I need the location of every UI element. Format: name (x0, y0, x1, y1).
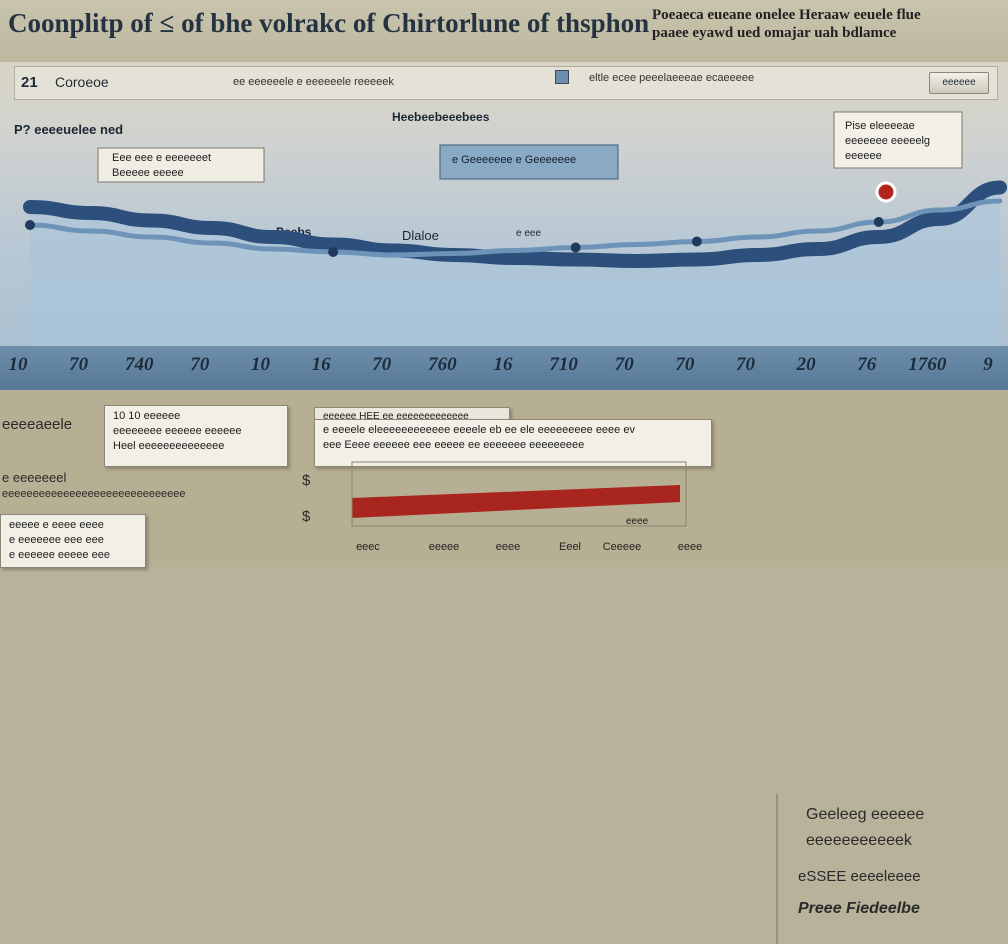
card-line: 10 10 eeeeee (113, 410, 181, 422)
card-line: e eeeeeee eee eee (9, 534, 104, 546)
x-tick-label: 760 (428, 354, 457, 375)
card-line: eeeee e eeee eeee (9, 519, 104, 531)
x-tick-label: 70 (675, 354, 695, 375)
x-tick-label: 76 (857, 354, 877, 375)
currency-label: $ (302, 508, 311, 525)
callout-text: Beeeee eeeee (112, 167, 184, 179)
x-tick-label: 16 (494, 354, 514, 375)
line-chart: P? eeeeuelee ned Heebeebeeebees Eee eee … (9, 110, 1007, 375)
header-note-line: Poeaeca eueane onelee Heraaw eeuele flue (652, 7, 921, 23)
legend-label: eltle ecee peeelaeeeae ecaeeeee (589, 72, 755, 84)
right-panel: Geeleeg eeeeee eeeeeeeeeeek eSSEE eeeele… (776, 794, 1008, 944)
legend-item: eSSEE eeeeleeee (798, 868, 921, 885)
x-tick-label: 9 (983, 354, 993, 375)
lower-panel: eeeeaeele e eeeeeeel eeeeeeeeeeeeeeeeeee… (0, 390, 1008, 944)
x-tick-label: 1760 (908, 354, 947, 375)
x-tick-label: 70 (372, 354, 392, 375)
left-subtext: e eeeeeeel (2, 470, 67, 485)
series-area (30, 187, 1000, 346)
series-line (27, 198, 1003, 258)
x-tick-label: 20 (796, 354, 817, 375)
x-tick-label: 70 (736, 354, 756, 375)
card-line: eee Eeee eeeeee eee eeeee ee eeeeeee eee… (323, 439, 585, 451)
right-heading: eeeeeeeeeeek (806, 832, 912, 849)
x-tick-label: 10 (251, 354, 271, 375)
toolbar-description: ee eeeeeele e eeeeeele reeeeek (233, 76, 394, 88)
toolbar-label: Coroeoe (55, 74, 109, 90)
callout-box (439, 144, 619, 180)
highlight-point (875, 181, 897, 203)
right-note-box (833, 111, 963, 169)
x-tick-label: 10 (9, 354, 29, 375)
info-card: 10 10 eeeeee eeeeeeee eeeeee eeeeee Heel… (104, 405, 288, 467)
data-point (873, 217, 884, 227)
card-line: eeeeeeee eeeeee eeeeee (113, 425, 242, 437)
series-line (23, 180, 1007, 269)
left-heading: eeeeaeele (2, 416, 73, 433)
right-note-text: eeeeeee eeeeelg (845, 135, 930, 147)
currency-label: $ (302, 472, 311, 489)
data-point (570, 242, 581, 253)
data-point (691, 236, 702, 247)
toolbar-button[interactable]: eeeeee (929, 72, 989, 94)
left-subtext: eeeeeeeeeeeeeeeeeeeeeeeeeeeeee (2, 488, 186, 500)
point-label: Dlaloe (402, 228, 439, 243)
toolbar-number: 21 (21, 74, 38, 91)
data-point (328, 247, 339, 257)
x-tick-label: 70 (615, 354, 635, 375)
x-tick-label: 710 (549, 354, 578, 375)
x-tick-label: 16 (312, 354, 332, 375)
card-line: e eeeeee eeeee eee (9, 549, 110, 561)
info-card: eeeee e eeee eeee e eeeeeee eee eee e ee… (0, 514, 146, 568)
page-title: Coonplitp of ≤ of bhe volrakc of Chirtor… (8, 8, 650, 38)
y-axis-label: P? eeeeuelee ned (14, 122, 123, 137)
right-heading: Geeleeg eeeeee (806, 806, 925, 823)
callout-text: Eee eee e eeeeeeet (112, 152, 211, 164)
x-tick-label: 70 (69, 354, 89, 375)
x-axis-band (0, 346, 1008, 390)
header: Coonplitp of ≤ of bhe volrakc of Chirtor… (0, 0, 1008, 62)
callout-text: e Geeeeeee e Geeeeeee (452, 154, 576, 166)
legend-item: Preee Fiedeelbe (798, 900, 920, 917)
chart-toolbar: 21 Coroeoe ee eeeeeele e eeeeeele reeeee… (14, 66, 998, 100)
point-label: e eee (516, 228, 541, 239)
right-note-text: Pise eleeeeae (845, 120, 915, 132)
header-note: Poeaeca eueane onelee Heraaw eeuele flue… (652, 6, 1002, 42)
card-line: Heel eeeeeeeeeeeeee (113, 440, 225, 452)
x-tick-label: 740 (125, 354, 154, 375)
legend-swatch[interactable] (555, 70, 569, 84)
data-point (25, 220, 35, 230)
card-line: e eeeele eleeeeeeeeeeee eeeele eb ee ele… (323, 424, 635, 436)
x-tick-label: 70 (190, 354, 210, 375)
chart-top-label: Heebeebeeebees (392, 110, 490, 124)
header-note-line: paaee eyawd ued omajar uah bdlamce (652, 25, 897, 41)
info-card: e eeeele eleeeeeeeeeeee eeeele eb ee ele… (314, 419, 712, 467)
right-note-text: eeeeee (845, 150, 882, 162)
callout-box (97, 147, 265, 183)
